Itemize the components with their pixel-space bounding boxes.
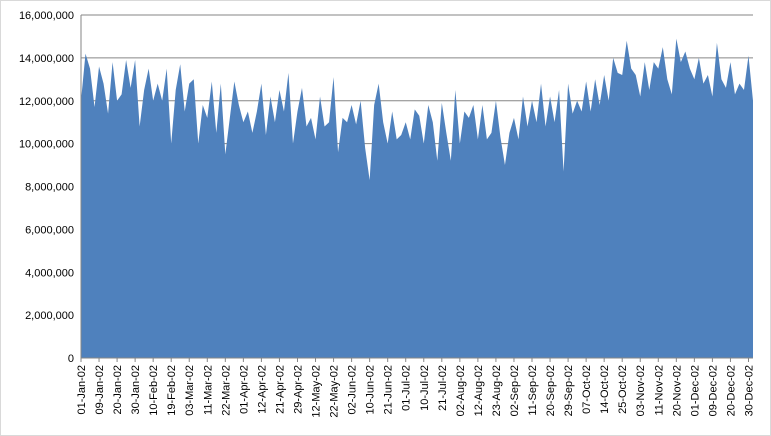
- y-tick-label: 0: [68, 353, 74, 365]
- x-tick-label: 11-Nov-02: [653, 365, 665, 416]
- y-tick-label: 16,000,000: [19, 10, 74, 22]
- y-tick-label: 14,000,000: [19, 53, 74, 65]
- x-tick-label: 12-Apr-02: [256, 365, 268, 414]
- x-tick-label: 21-Jul-02: [437, 365, 449, 411]
- x-tick-label: 20-Nov-02: [671, 365, 683, 416]
- x-tick-label: 14-Oct-02: [599, 365, 611, 414]
- x-tick-label: 03-Mar-02: [184, 365, 196, 416]
- x-tick-label: 20-Sep-02: [545, 365, 557, 416]
- area: [81, 38, 753, 358]
- x-tick-label: 29-Apr-02: [292, 365, 304, 414]
- x-tick-label: 02-Jun-02: [347, 365, 359, 415]
- x-tick-label: 03-Nov-02: [635, 365, 647, 416]
- x-tick-label: 02-Aug-02: [455, 365, 467, 416]
- x-tick-label: 10-Jun-02: [365, 365, 377, 415]
- x-tick-label: 02-Sep-02: [509, 365, 521, 416]
- x-tick-label: 01-Jan-02: [76, 365, 88, 415]
- x-tick-label: 09-Jan-02: [94, 365, 106, 415]
- x-tick-label: 11-Mar-02: [202, 365, 214, 415]
- x-tick-label: 25-Oct-02: [617, 365, 629, 414]
- x-tick-label: 10-Jul-02: [419, 365, 431, 411]
- x-tick-label: 22-May-02: [329, 365, 341, 418]
- x-tick-label: 10-Feb-02: [148, 365, 160, 416]
- x-tick-label: 01-Apr-02: [238, 365, 250, 414]
- x-tick-label: 19-Feb-02: [166, 365, 178, 416]
- x-tick-label: 20-Dec-02: [725, 365, 737, 416]
- x-tick-label: 22-Mar-02: [220, 365, 232, 416]
- y-tick-label: 2,000,000: [25, 310, 74, 322]
- x-tick-label: 30-Jan-02: [130, 365, 142, 415]
- x-tick-label: 09-Dec-02: [707, 365, 719, 416]
- x-tick-label: 23-Aug-02: [491, 365, 503, 416]
- x-tick-label: 07-Oct-02: [581, 365, 593, 414]
- y-tick-label: 8,000,000: [25, 182, 74, 194]
- x-tick-label: 12-Aug-02: [473, 365, 485, 416]
- x-tick-label: 21-Apr-02: [274, 365, 286, 414]
- x-tick-label: 20-Jan-02: [112, 365, 124, 415]
- x-tick-label: 01-Dec-02: [689, 365, 701, 416]
- x-tick-label: 29-Sep-02: [563, 365, 575, 416]
- y-tick-label: 4,000,000: [25, 267, 74, 279]
- x-tick-label: 21-Jun-02: [383, 365, 395, 415]
- y-tick-label: 12,000,000: [19, 96, 74, 108]
- y-tick-label: 6,000,000: [25, 224, 74, 236]
- y-tick-label: 10,000,000: [19, 139, 74, 151]
- x-tick-label: 12-May-02: [311, 365, 323, 418]
- x-tick-label: 11-Sep-02: [527, 365, 539, 416]
- x-tick-label: 30-Dec-02: [743, 365, 755, 416]
- x-tick-label: 01-Jul-02: [401, 365, 413, 411]
